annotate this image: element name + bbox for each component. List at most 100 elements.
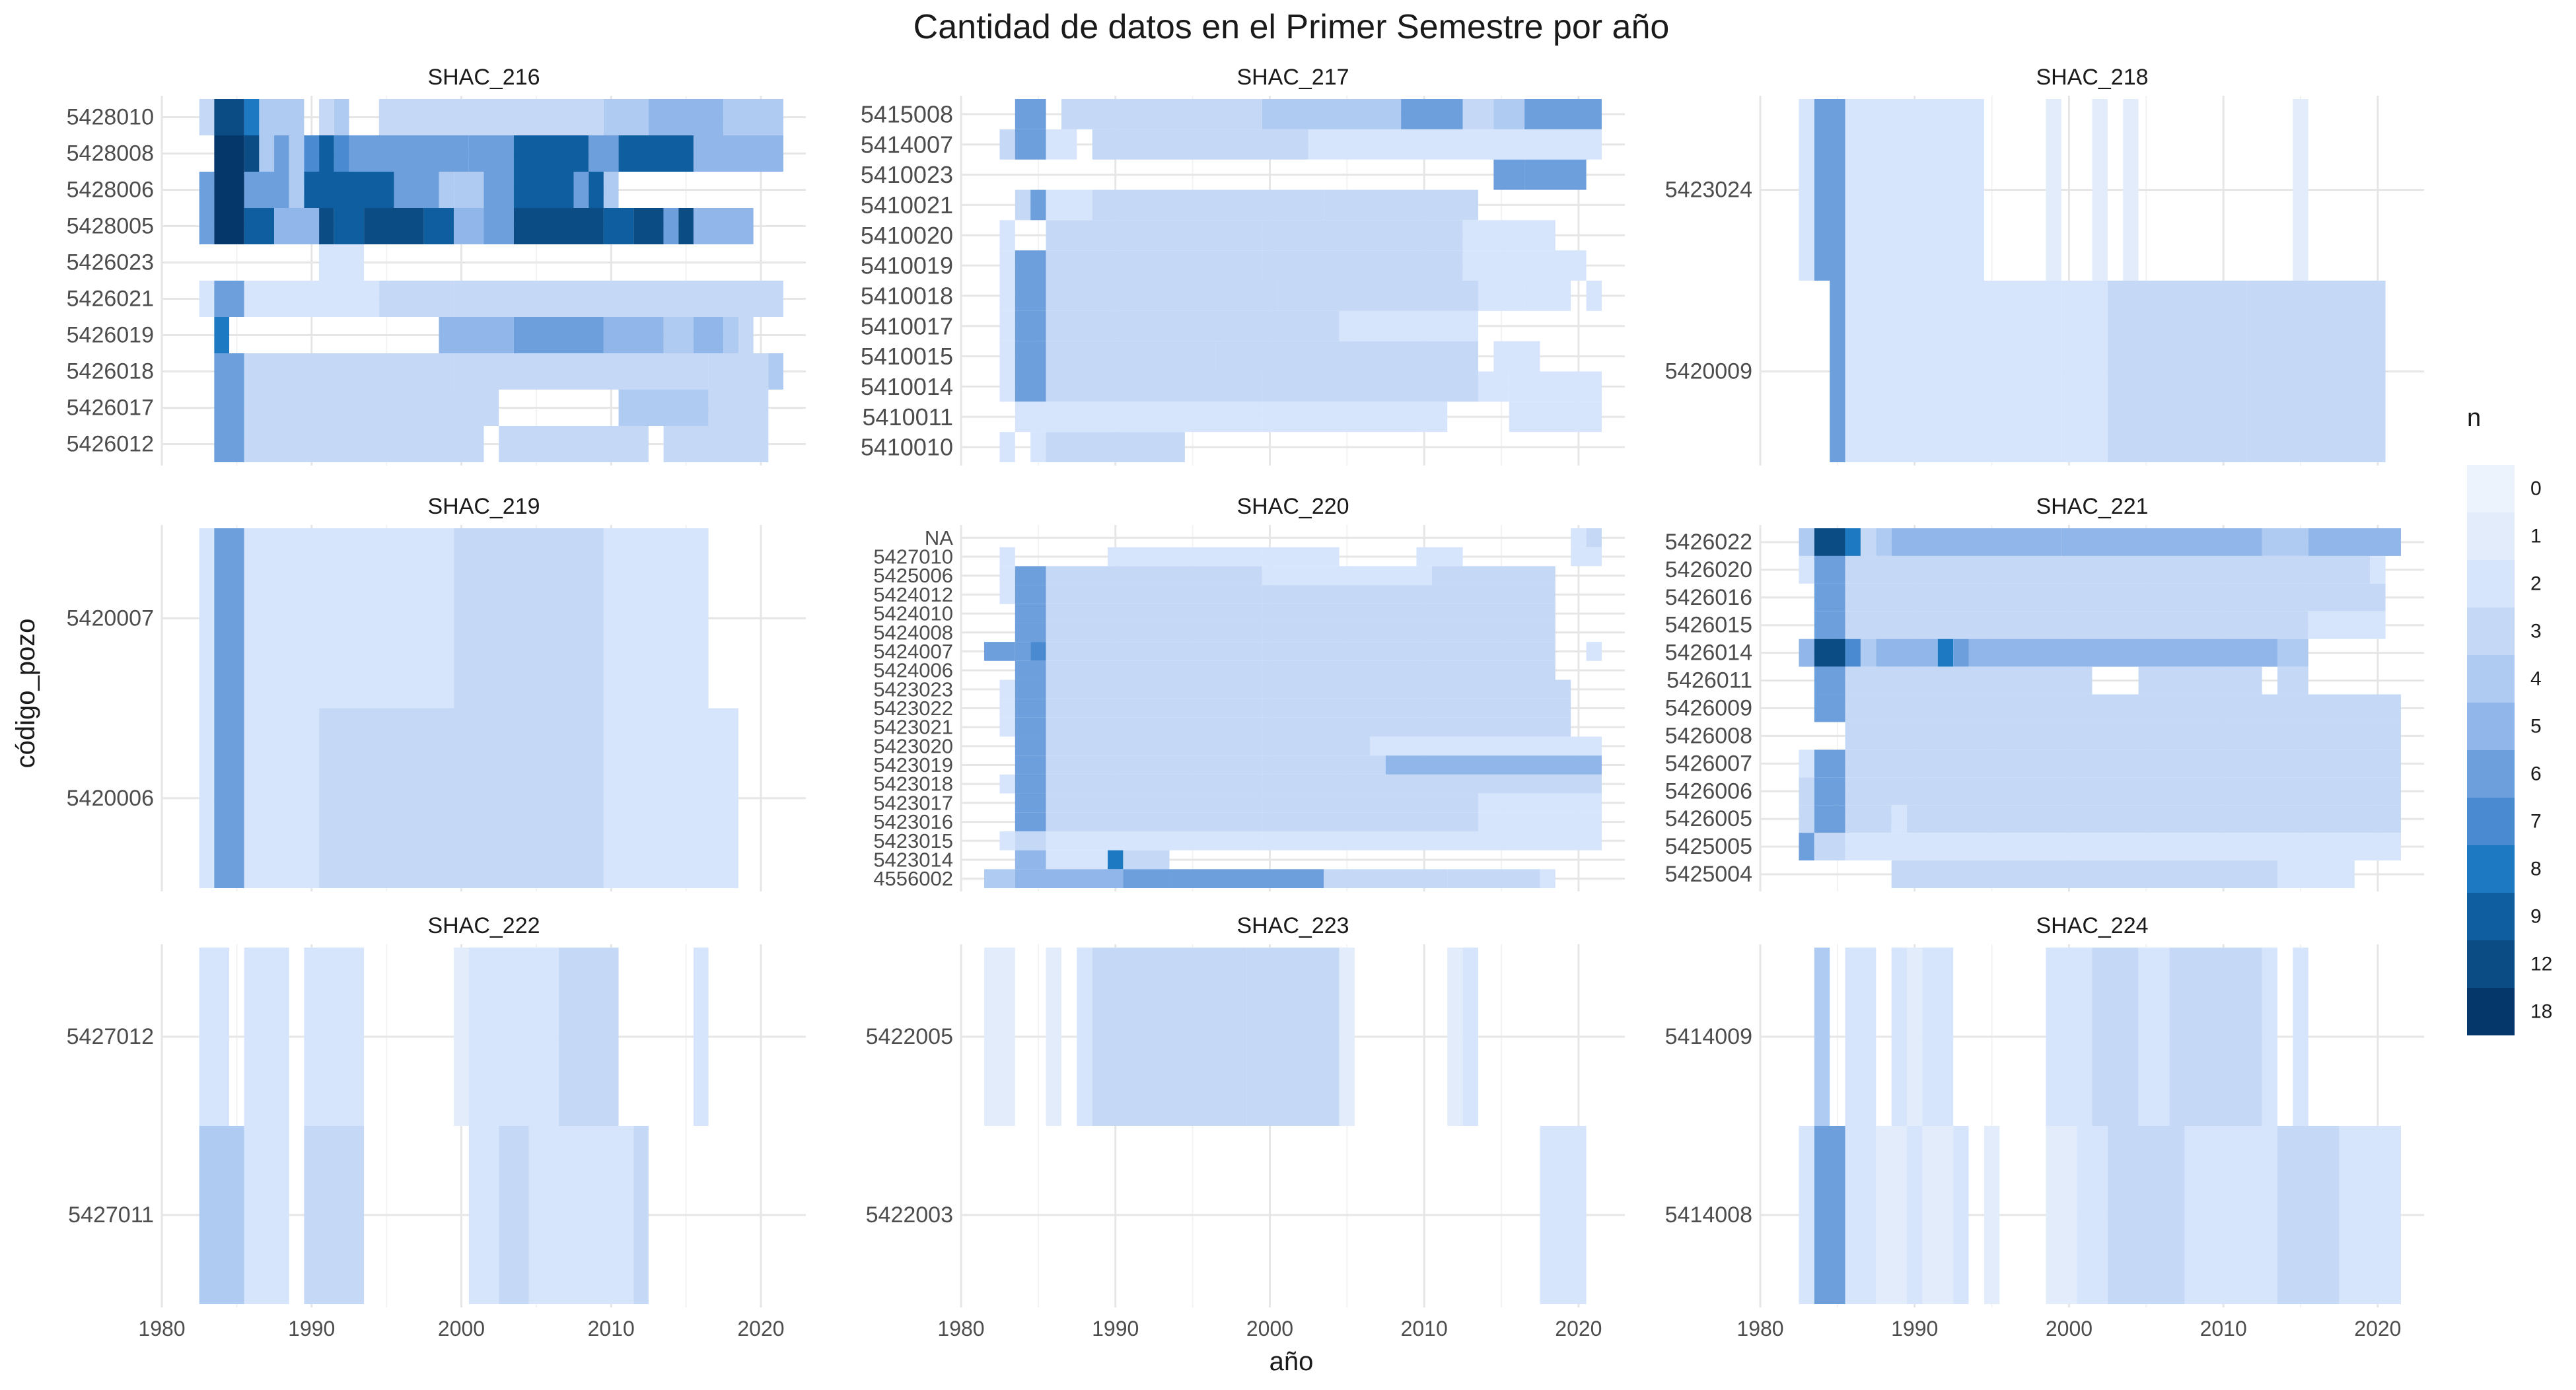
heatmap-tile — [2308, 611, 2386, 639]
x-tick-label: 1980 — [937, 1317, 984, 1340]
y-tick-label: 5422003 — [866, 1202, 953, 1228]
heatmap-tile — [1493, 159, 1525, 190]
panel-shac_219: SHAC_219 5420007 5420006 — [67, 494, 806, 891]
heatmap-tile — [999, 371, 1015, 402]
y-tick-label: 4556002 — [873, 867, 953, 890]
heatmap-tile — [1262, 755, 1386, 775]
heatmap-tile — [999, 717, 1015, 737]
legend-swatch — [2467, 465, 2515, 512]
heatmap-tile — [454, 353, 709, 390]
heatmap-tile — [199, 208, 215, 244]
heatmap-tile — [1015, 99, 1046, 129]
heatmap-tile — [633, 1126, 649, 1304]
heatmap-tile — [1891, 528, 1969, 556]
heatmap-tile — [648, 99, 724, 135]
heatmap-tile — [1046, 717, 1262, 737]
heatmap-tile — [349, 135, 469, 172]
heatmap-tile — [1540, 1126, 1587, 1304]
heatmap-tile — [2370, 555, 2386, 584]
heatmap-tile — [394, 172, 439, 208]
x-axis-label: año — [1270, 1347, 1314, 1376]
heatmap-tile — [1845, 694, 2401, 722]
heatmap-tile — [1308, 129, 1602, 160]
heatmap-tile — [2293, 99, 2308, 281]
y-tick-label: 5426018 — [67, 359, 154, 384]
heatmap-tile — [1015, 831, 1046, 851]
y-tick-label: 5426008 — [1665, 723, 1752, 748]
heatmap-tile — [1015, 679, 1046, 699]
x-tick-label: 1990 — [1891, 1317, 1938, 1340]
y-tick-label: 5424006 — [873, 659, 953, 682]
heatmap-tile — [1015, 755, 1046, 775]
heatmap-tile — [1493, 341, 1540, 372]
y-tick-label: 5427011 — [68, 1202, 154, 1228]
heatmap-tile — [1015, 401, 1046, 433]
y-tick-label: 5420009 — [1665, 359, 1752, 384]
heatmap-tile — [1015, 869, 1124, 888]
heatmap-tile — [2107, 281, 2247, 462]
heatmap-tile — [1046, 129, 1077, 160]
heatmap-tile — [984, 948, 1015, 1126]
legend-swatch — [2467, 703, 2515, 750]
heatmap-tile — [1799, 99, 1814, 281]
legend-swatch — [2467, 845, 2515, 893]
y-tick-label: 5423019 — [873, 753, 953, 777]
heatmap-tile — [454, 208, 484, 244]
heatmap-tile — [244, 281, 379, 317]
heatmap-tile — [244, 135, 260, 172]
heatmap-tile — [1860, 639, 1877, 667]
heatmap-tile — [1845, 528, 1861, 556]
heatmap-tile — [1092, 129, 1308, 160]
heatmap-tile — [1077, 948, 1092, 1126]
heatmap-tile — [1015, 566, 1046, 586]
heatmap-tile — [1799, 833, 1814, 861]
heatmap-tile — [1046, 250, 1262, 281]
heatmap-tile — [513, 135, 589, 172]
heatmap-tile — [319, 708, 604, 888]
heatmap-tile — [1447, 948, 1463, 1126]
heatmap-tile — [2262, 528, 2308, 556]
heatmap-tile — [1891, 860, 2277, 888]
y-tick-label: 5423014 — [873, 848, 953, 871]
heatmap-tile — [513, 317, 604, 353]
heatmap-tile — [214, 172, 244, 208]
heatmap-tile — [1891, 948, 1908, 1126]
panel-shac_216: SHAC_216 5428010 5428008 5428006 5428005 5426… — [67, 65, 806, 466]
panel-shac_220: SHAC_220NA542701054250065424012542401054… — [873, 494, 1625, 891]
heatmap-tile — [1845, 722, 2401, 750]
heatmap-tile — [1015, 812, 1046, 831]
heatmap-tile — [1814, 639, 1845, 667]
heatmap-tile — [274, 135, 289, 172]
heatmap-tile — [2138, 666, 2262, 695]
heatmap-tile — [738, 317, 754, 353]
panel-title: SHAC_220 — [1236, 494, 1349, 519]
heatmap-tile — [499, 426, 649, 462]
heatmap-tile — [454, 948, 469, 1126]
legend-title: n — [2467, 404, 2481, 432]
heatmap-tile — [319, 135, 334, 172]
panel-title: SHAC_223 — [1236, 913, 1349, 938]
heatmap-tile — [378, 99, 604, 135]
y-tick-label: 5423021 — [873, 716, 953, 739]
heatmap-tile — [1845, 583, 2386, 611]
y-tick-label: 5420006 — [67, 786, 154, 811]
heatmap-tile — [1799, 805, 1814, 833]
heatmap-tile — [1046, 774, 1262, 794]
y-tick-label: 5426005 — [1665, 806, 1752, 831]
heatmap-tile — [768, 353, 783, 390]
legend-swatch — [2467, 988, 2515, 1035]
heatmap-tile — [1324, 190, 1478, 221]
heatmap-tile — [2277, 860, 2355, 888]
heatmap-tile — [214, 317, 230, 353]
heatmap-tile — [214, 426, 244, 462]
panel-title: SHAC_219 — [427, 494, 540, 519]
heatmap-tile — [259, 99, 304, 135]
y-tick-label: 5426022 — [1665, 530, 1752, 555]
y-tick-label: 5410015 — [861, 343, 953, 370]
heatmap-tile — [1799, 777, 1814, 806]
heatmap-tile — [708, 353, 769, 390]
heatmap-tile — [423, 208, 454, 244]
heatmap-tile — [1524, 281, 1571, 311]
heatmap-tile — [1385, 755, 1602, 775]
